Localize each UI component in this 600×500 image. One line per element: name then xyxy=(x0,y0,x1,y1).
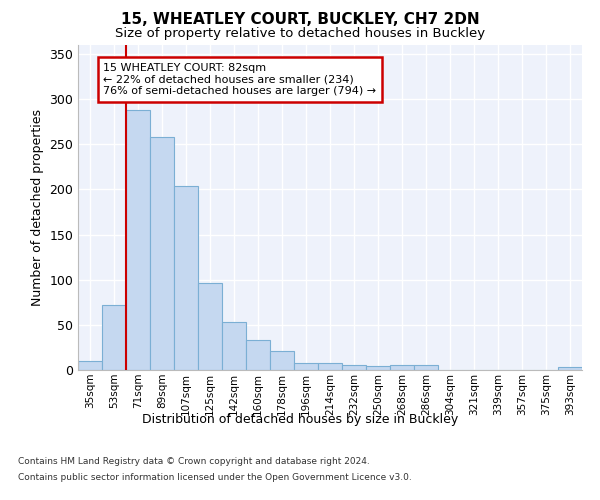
Bar xyxy=(294,363,318,370)
Bar xyxy=(270,351,294,370)
Bar xyxy=(390,366,414,370)
Bar xyxy=(318,363,342,370)
Bar xyxy=(78,361,102,370)
Text: Contains HM Land Registry data © Crown copyright and database right 2024.: Contains HM Land Registry data © Crown c… xyxy=(18,458,370,466)
Text: 15, WHEATLEY COURT, BUCKLEY, CH7 2DN: 15, WHEATLEY COURT, BUCKLEY, CH7 2DN xyxy=(121,12,479,28)
Bar xyxy=(558,368,582,370)
Bar xyxy=(342,366,366,370)
Y-axis label: Number of detached properties: Number of detached properties xyxy=(31,109,44,306)
Bar xyxy=(150,137,174,370)
Text: 15 WHEATLEY COURT: 82sqm
← 22% of detached houses are smaller (234)
76% of semi-: 15 WHEATLEY COURT: 82sqm ← 22% of detach… xyxy=(103,63,376,96)
Bar xyxy=(366,366,390,370)
Bar xyxy=(174,186,198,370)
Bar xyxy=(198,284,222,370)
Bar xyxy=(246,340,270,370)
Bar xyxy=(102,305,126,370)
Text: Contains public sector information licensed under the Open Government Licence v3: Contains public sector information licen… xyxy=(18,472,412,482)
Text: Size of property relative to detached houses in Buckley: Size of property relative to detached ho… xyxy=(115,28,485,40)
Bar xyxy=(414,366,438,370)
Bar xyxy=(126,110,150,370)
Bar xyxy=(222,322,246,370)
Text: Distribution of detached houses by size in Buckley: Distribution of detached houses by size … xyxy=(142,412,458,426)
